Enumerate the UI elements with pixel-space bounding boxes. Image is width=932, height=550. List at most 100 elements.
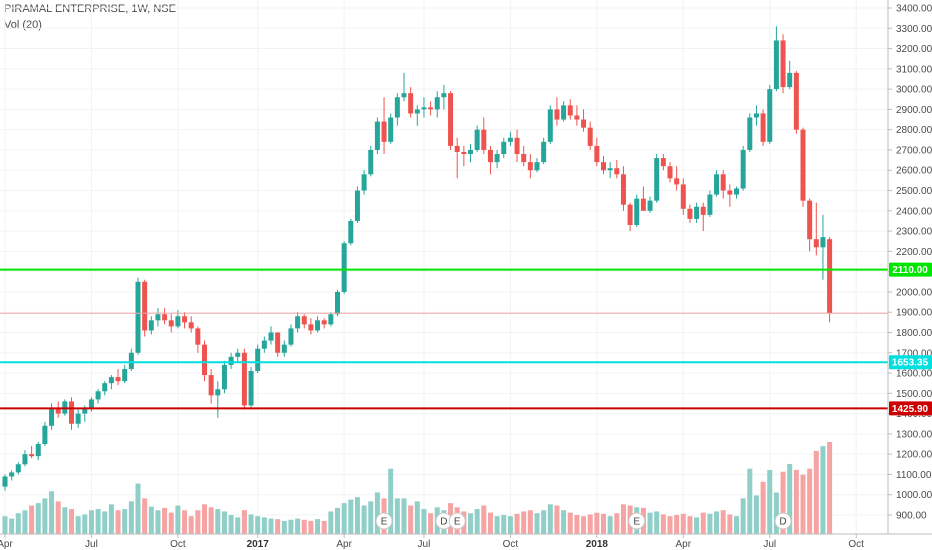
time-tick-label: 2018 xyxy=(586,539,609,550)
event-marker-letter: D xyxy=(440,517,447,528)
candle-body xyxy=(368,149,374,175)
price-tick-label: 3300.00 xyxy=(896,24,932,35)
volume-bar xyxy=(428,513,434,534)
volume-bar xyxy=(175,505,181,534)
time-tick-label: Oct xyxy=(503,539,519,550)
event-marker-circle xyxy=(375,512,393,530)
candle-body xyxy=(813,239,819,248)
volume-bar xyxy=(554,505,560,534)
candle-body xyxy=(740,149,746,189)
volume-bar xyxy=(295,518,301,534)
price-tick-label: 1200.00 xyxy=(896,450,932,461)
red-level-label: 1425.90 xyxy=(892,404,929,415)
candle-body xyxy=(295,316,301,329)
candle-body xyxy=(195,328,201,345)
candle-body xyxy=(354,190,360,221)
volume-bar xyxy=(241,510,247,534)
candle-body xyxy=(75,413,81,424)
volume-bar xyxy=(108,504,114,534)
volume-bar xyxy=(660,514,666,534)
volume-bar xyxy=(388,468,394,534)
volume-bar xyxy=(62,507,68,534)
candle-body xyxy=(414,109,420,114)
candle-body xyxy=(527,162,533,171)
candle-body xyxy=(687,208,693,219)
time-tick-label: Jul xyxy=(763,539,776,550)
candle-body xyxy=(461,151,467,155)
volume-bar xyxy=(135,483,141,534)
time-axis[interactable]: Apr Jul Oct 2017 Apr Jul Oct 2018 Apr Jul Oct xyxy=(0,534,864,550)
candle-body xyxy=(22,454,28,465)
candle-body xyxy=(275,332,281,353)
price-tick-label: 1300.00 xyxy=(896,429,932,440)
candle-body xyxy=(341,243,347,292)
volume-bar xyxy=(122,509,128,534)
volume-bar xyxy=(9,518,15,534)
volume-bar xyxy=(188,516,194,534)
volume-bar xyxy=(487,512,493,534)
candle-body xyxy=(115,377,121,382)
candle-body xyxy=(228,356,234,365)
volume-bar xyxy=(581,516,587,534)
candle-body xyxy=(760,113,766,142)
price-tick-label: 3000.00 xyxy=(896,85,932,96)
volume-bar xyxy=(694,517,700,534)
candle-body xyxy=(55,407,61,414)
volume-bar xyxy=(275,519,281,534)
price-axis[interactable]: 900.001000.001100.001200.001300.001400.0… xyxy=(888,4,932,522)
volume-bar xyxy=(288,519,294,534)
candle-body xyxy=(627,204,633,225)
candle-body xyxy=(88,399,94,408)
candle-body xyxy=(614,168,620,175)
volume-bar xyxy=(507,516,513,534)
volume-bar xyxy=(727,514,733,534)
volume-bar xyxy=(753,495,759,534)
candle-body xyxy=(388,117,394,142)
price-tick-label: 3400.00 xyxy=(896,4,932,15)
volume-bar xyxy=(494,516,500,534)
candle-body xyxy=(753,113,759,118)
event-marker-circle xyxy=(628,512,646,530)
volume-bar xyxy=(793,469,799,534)
price-tick-label: 1000.00 xyxy=(896,490,932,501)
volume-bar xyxy=(421,509,427,534)
candle-body xyxy=(235,352,241,357)
candle-body xyxy=(640,198,646,211)
candle-body xyxy=(108,377,114,384)
volume-bar xyxy=(341,503,347,534)
candle-body xyxy=(481,129,487,150)
volume-bar xyxy=(142,498,148,534)
event-marker-letter: E xyxy=(381,517,388,528)
price-candles xyxy=(2,26,833,491)
level-price-labels: 2110.00 1653.35 1425.90 xyxy=(889,262,932,416)
candle-body xyxy=(248,371,254,406)
volume-bar xyxy=(128,501,134,534)
volume-bar xyxy=(820,446,826,534)
cyan-level-label-box xyxy=(889,355,932,370)
candle-body xyxy=(241,352,247,406)
candle-body xyxy=(42,425,48,445)
price-tick-label: 2200.00 xyxy=(896,247,932,258)
volume-bar xyxy=(780,471,786,534)
volume-bar xyxy=(680,513,686,534)
volume-bar xyxy=(221,511,227,534)
volume-bar xyxy=(787,463,793,534)
candle-body xyxy=(168,320,174,327)
candle-body xyxy=(221,364,227,390)
candle-body xyxy=(654,158,660,201)
volume-bar xyxy=(587,514,593,534)
volume-bar xyxy=(15,513,21,534)
candle-body xyxy=(820,237,826,248)
candle-body xyxy=(734,188,739,195)
price-tick-label: 2400.00 xyxy=(896,206,932,217)
volume-bar xyxy=(182,510,188,534)
candle-body xyxy=(647,200,653,211)
candle-body xyxy=(261,340,267,349)
green-level-label-box xyxy=(889,262,932,277)
volume-bar xyxy=(707,513,713,534)
volume-bar xyxy=(95,509,101,534)
volume-bar xyxy=(374,492,380,534)
time-tick-label: Oct xyxy=(170,539,186,550)
candle-body xyxy=(474,129,480,150)
